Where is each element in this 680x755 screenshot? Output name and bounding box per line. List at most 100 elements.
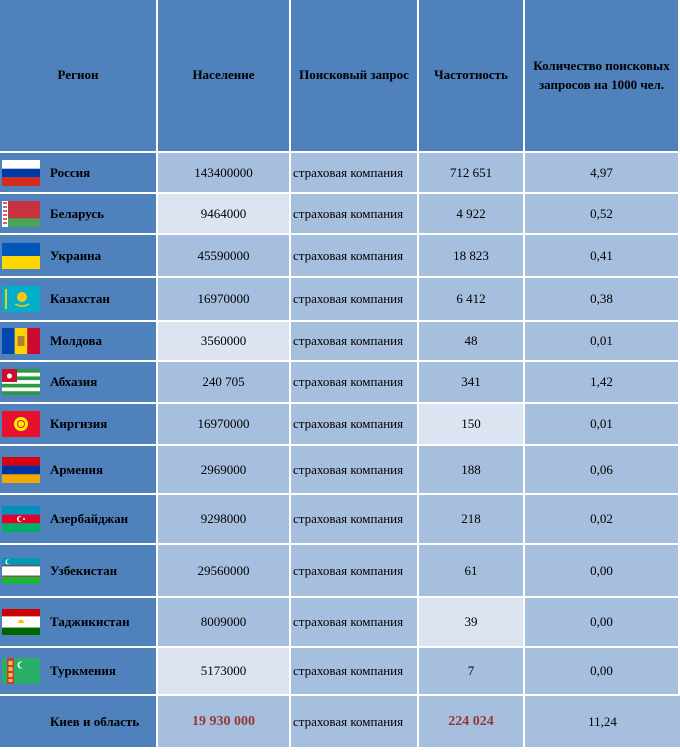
region-cell: Азербайджан [0,495,158,545]
frequency-cell: 61 [419,545,525,598]
moldova-flag-icon [2,328,40,354]
frequency-cell: 341 [419,362,525,404]
frequency-value: 218 [461,511,481,526]
frequency-value: 341 [461,374,481,389]
region-cell: Киев и область [0,696,158,749]
per-1000-value: 0,01 [590,416,613,431]
header-frequency: Частотность [419,0,525,153]
query-cell: страховая компания [291,322,419,362]
population-value: 8009000 [200,614,247,629]
population-value: 19 930 000 [192,713,255,729]
query-cell: страховая компания [291,446,419,495]
per-1000-cell: 11,24 [525,696,680,749]
header-query: Поисковый запрос [291,0,419,153]
per-1000-cell: 4,97 [525,153,680,194]
turkmenistan-flag-icon [2,658,40,684]
frequency-cell: 39 [419,598,525,648]
population-value: 2969000 [200,461,247,477]
frequency-value: 188 [461,461,481,477]
frequency-value: 18 823 [453,247,489,263]
region-name: Узбекистан [50,562,118,578]
region-name: Россия [50,164,91,180]
query-value: страховая компания [293,614,404,629]
region-name: Абхазия [50,374,98,389]
query-cell: страховая компания [291,545,419,598]
per-1000-cell: 0,01 [525,322,680,362]
kyrgyzstan-flag-icon [2,411,40,437]
frequency-value: 4 922 [456,205,486,221]
frequency-cell: 48 [419,322,525,362]
region-cell: Беларусь [0,194,158,235]
per-1000-value: 0,00 [590,562,613,578]
per-1000-value: 0,52 [590,205,613,221]
query-value: страховая компания [293,247,404,263]
region-name: Таджикистан [50,614,130,629]
population-value: 9298000 [200,511,247,526]
per-1000-cell: 0,38 [525,278,680,322]
azerbaijan-flag-icon [2,506,40,532]
armenia-flag-icon [2,457,40,483]
region-cell: Таджикистан [0,598,158,648]
population-cell: 9464000 [158,194,291,235]
per-1000-cell: 1,42 [525,362,680,404]
russia-flag-icon [2,160,40,186]
region-cell: Узбекистан [0,545,158,598]
per-1000-value: 11,24 [588,713,617,729]
query-cell: страховая компания [291,362,419,404]
region-cell: Туркмения [0,648,158,696]
query-cell: страховая компания [291,598,419,648]
region-cell: Молдова [0,322,158,362]
per-1000-value: 0,06 [590,461,613,477]
population-cell: 240 705 [158,362,291,404]
query-cell: страховая компания [291,696,419,749]
tajikistan-flag-icon [2,609,40,635]
population-cell: 19 930 000 [158,696,291,749]
query-value: страховая компания [293,461,404,477]
population-cell: 5173000 [158,648,291,696]
per-1000-value: 1,42 [590,374,613,389]
per-1000-cell: 0,00 [525,648,680,696]
query-cell: страховая компания [291,194,419,235]
frequency-cell: 712 651 [419,153,525,194]
population-cell: 3560000 [158,322,291,362]
population-cell: 9298000 [158,495,291,545]
ukraine-flag-icon [2,243,40,269]
per-1000-cell: 0,01 [525,404,680,446]
frequency-value: 224 024 [448,713,494,729]
population-cell: 16970000 [158,278,291,322]
population-cell: 8009000 [158,598,291,648]
population-value: 9464000 [200,205,247,221]
population-value: 29560000 [197,562,250,578]
population-value: 3560000 [200,333,247,348]
query-value: страховая компания [293,291,404,306]
query-cell: страховая компания [291,648,419,696]
frequency-value: 6 412 [456,291,486,306]
region-name: Беларусь [50,205,104,221]
frequency-value: 61 [464,562,478,578]
per-1000-value: 0,01 [590,333,613,348]
frequency-cell: 4 922 [419,194,525,235]
frequency-cell: 6 412 [419,278,525,322]
per-1000-cell: 0,06 [525,446,680,495]
frequency-value: 150 [461,416,481,431]
region-name: Азербайджан [50,511,129,526]
population-cell: 143400000 [158,153,291,194]
query-value: страховая компания [293,374,404,389]
frequency-value: 7 [467,663,475,678]
frequency-value: 48 [464,333,478,348]
region-cell: Киргизия [0,404,158,446]
region-name: Туркмения [50,663,116,678]
query-value: страховая компания [293,511,404,526]
frequency-cell: 224 024 [419,696,525,749]
frequency-cell: 150 [419,404,525,446]
region-cell: Абхазия [0,362,158,404]
region-cell: Россия [0,153,158,194]
population-value: 16970000 [197,416,250,431]
frequency-value: 712 651 [449,164,493,180]
region-name: Киев и область [50,713,140,729]
per-1000-value: 0,38 [590,291,613,306]
per-1000-cell: 0,41 [525,235,680,278]
region-cell: Украина [0,235,158,278]
abkhazia-flag-icon [2,369,40,395]
query-cell: страховая компания [291,235,419,278]
